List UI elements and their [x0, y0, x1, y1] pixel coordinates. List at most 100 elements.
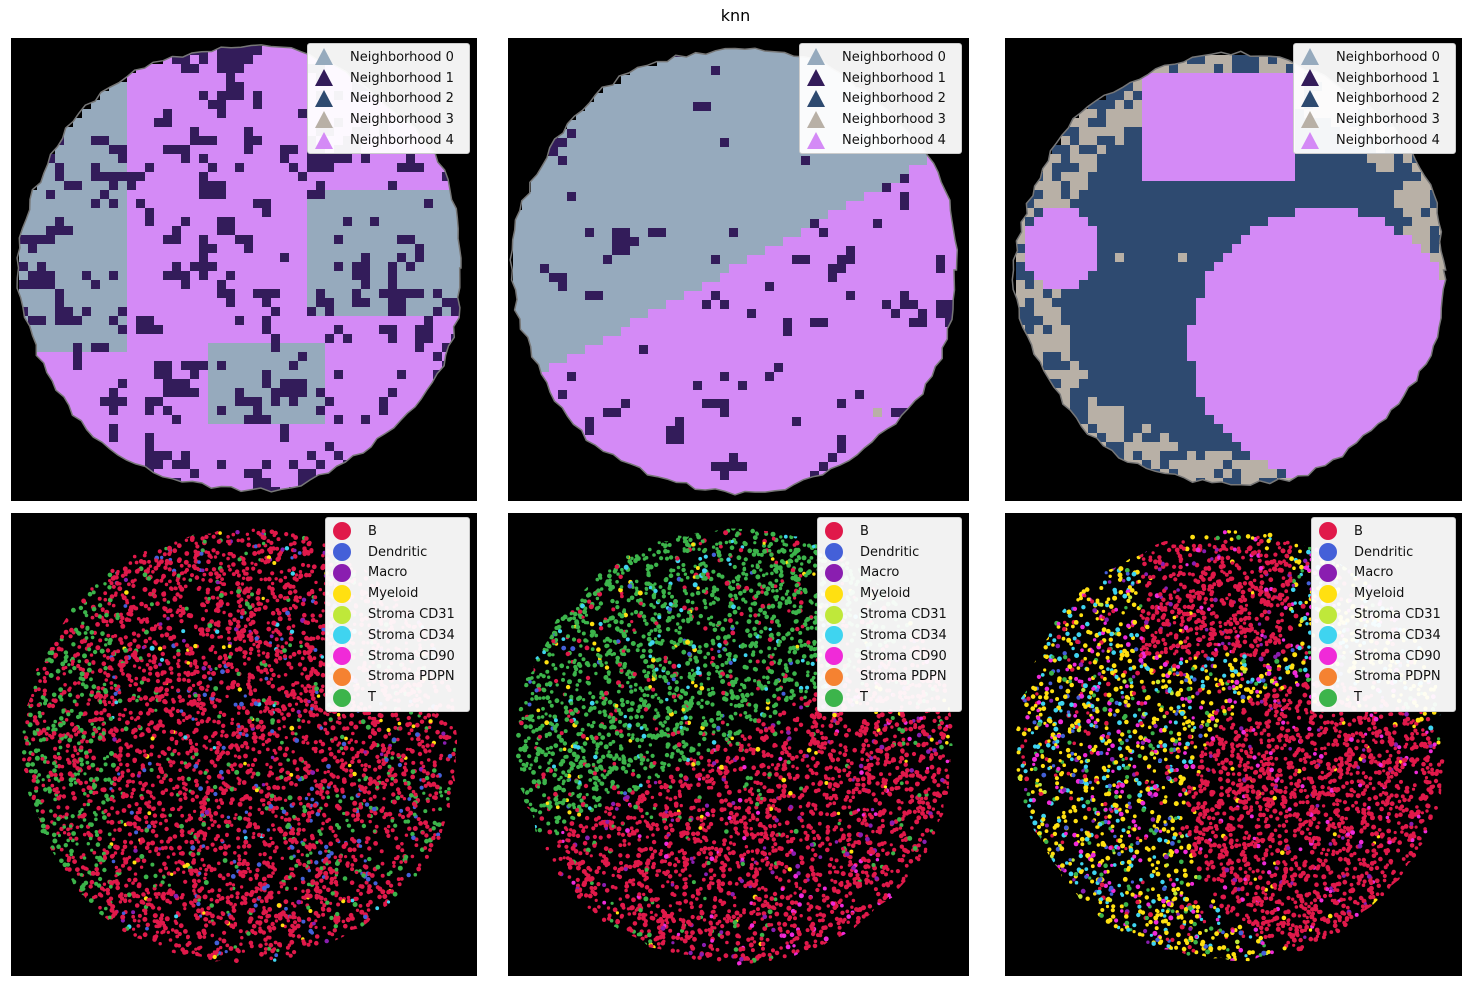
neighborhood-cell-4 — [927, 192, 937, 202]
neighborhood-cell-4 — [118, 424, 128, 434]
neighborhood-cell-0 — [37, 208, 47, 218]
neighborhood-cell-4 — [388, 397, 398, 407]
neighborhood-cell-4 — [298, 262, 308, 272]
neighborhood-cell-0 — [415, 307, 425, 317]
neighborhood-cell-4 — [720, 309, 730, 319]
neighborhood-cell-2 — [1124, 343, 1134, 353]
neighborhood-cell-4 — [819, 435, 829, 445]
neighborhood-cell-4 — [73, 370, 83, 380]
neighborhood-cell-4 — [217, 478, 227, 488]
neighborhood-cell-4 — [118, 442, 128, 452]
neighborhood-cell-4 — [181, 262, 191, 272]
neighborhood-cell-0 — [711, 102, 721, 112]
neighborhood-cell-0 — [774, 129, 784, 139]
neighborhood-cell-4 — [576, 372, 586, 382]
neighborhood-cell-0 — [379, 244, 389, 254]
neighborhood-cell-4 — [729, 426, 739, 436]
neighborhood-cell-2 — [1115, 217, 1125, 227]
neighborhood-cell-4 — [702, 345, 712, 355]
neighborhood-cell-0 — [325, 190, 335, 200]
neighborhood-cell-4 — [262, 109, 272, 119]
neighborhood-cell-0 — [91, 244, 101, 254]
neighborhood-cell-4 — [1025, 226, 1035, 236]
neighborhood-cell-0 — [28, 217, 38, 227]
neighborhood-cell-4 — [208, 424, 218, 434]
neighborhood-cell-1 — [253, 199, 263, 209]
neighborhood-cell-0 — [513, 255, 523, 265]
neighborhood-cell-3 — [1097, 415, 1107, 425]
neighborhood-cell-1 — [675, 435, 685, 445]
neighborhood-cell-0 — [702, 120, 712, 130]
neighborhood-cell-0 — [756, 201, 766, 211]
neighborhood-cell-4 — [909, 336, 919, 346]
neighborhood-cell-0 — [675, 156, 685, 166]
neighborhood-cell-0 — [352, 199, 362, 209]
neighborhood-cell-4 — [271, 451, 281, 461]
neighborhood-cell-0 — [648, 66, 658, 76]
neighborhood-cell-4 — [1214, 82, 1224, 92]
neighborhood-cell-1 — [208, 100, 218, 110]
neighborhood-cell-2 — [1160, 316, 1170, 326]
neighborhood-cell-1 — [298, 352, 308, 362]
neighborhood-cell-4 — [765, 453, 775, 463]
neighborhood-cell-4 — [424, 352, 434, 362]
neighborhood-cell-3 — [1196, 64, 1206, 74]
neighborhood-cell-0 — [307, 352, 317, 362]
neighborhood-cell-4 — [91, 361, 101, 371]
neighborhood-cell-0 — [792, 183, 802, 193]
neighborhood-cell-4 — [343, 163, 353, 173]
neighborhood-cell-4 — [136, 91, 146, 101]
neighborhood-cell-4 — [801, 336, 811, 346]
neighborhood-cell-0 — [118, 100, 128, 110]
neighborhood-cell-0 — [720, 210, 730, 220]
neighborhood-cell-4 — [1070, 271, 1080, 281]
neighborhood-cell-1 — [64, 307, 74, 317]
neighborhood-cell-4 — [882, 192, 892, 202]
neighborhood-cell-2 — [1106, 397, 1116, 407]
neighborhood-cell-0 — [702, 111, 712, 121]
neighborhood-cell-0 — [100, 280, 110, 290]
neighborhood-cell-0 — [765, 111, 775, 121]
neighborhood-cell-0 — [603, 318, 613, 328]
neighborhood-cell-4 — [702, 435, 712, 445]
neighborhood-cell-4 — [208, 145, 218, 155]
neighborhood-cell-1 — [837, 399, 847, 409]
neighborhood-cell-0 — [648, 93, 658, 103]
neighborhood-cell-4 — [127, 73, 137, 83]
neighborhood-cell-0 — [639, 273, 649, 283]
neighborhood-cell-4 — [585, 390, 595, 400]
neighborhood-cell-2 — [1052, 361, 1062, 371]
neighborhood-cell-1 — [190, 361, 200, 371]
neighborhood-cell-1 — [388, 262, 398, 272]
neighborhood-cell-0 — [73, 118, 83, 128]
neighborhood-cell-4 — [864, 273, 874, 283]
neighborhood-cell-0 — [630, 264, 640, 274]
neighborhood-cell-4 — [837, 390, 847, 400]
neighborhood-cell-0 — [100, 217, 110, 227]
neighborhood-cell-0 — [585, 147, 595, 157]
neighborhood-cell-4 — [639, 399, 649, 409]
neighborhood-cell-4 — [127, 253, 137, 263]
neighborhood-cell-4 — [864, 291, 874, 301]
neighborhood-cell-4 — [927, 201, 937, 211]
neighborhood-cell-2 — [1070, 298, 1080, 308]
figure-title: knn — [720, 6, 751, 25]
neighborhood-cell-4 — [1151, 172, 1161, 182]
neighborhood-cell-0 — [693, 165, 703, 175]
neighborhood-cell-0 — [792, 210, 802, 220]
neighborhood-cell-4 — [1187, 136, 1197, 146]
neighborhood-cell-3 — [1142, 424, 1152, 434]
neighborhood-cell-1 — [244, 46, 254, 56]
neighborhood-cell-1 — [262, 415, 272, 425]
neighborhood-cell-1 — [190, 262, 200, 272]
neighborhood-cell-4 — [927, 318, 937, 328]
neighborhood-cell-0 — [55, 208, 65, 218]
neighborhood-cell-4 — [828, 282, 838, 292]
neighborhood-cell-2 — [1124, 82, 1134, 92]
neighborhood-cell-4 — [693, 417, 703, 427]
neighborhood-cell-4 — [774, 444, 784, 454]
neighborhood-cell-0 — [621, 273, 631, 283]
neighborhood-cell-1 — [289, 145, 299, 155]
neighborhood-cell-0 — [82, 181, 92, 191]
neighborhood-cell-4 — [882, 336, 892, 346]
